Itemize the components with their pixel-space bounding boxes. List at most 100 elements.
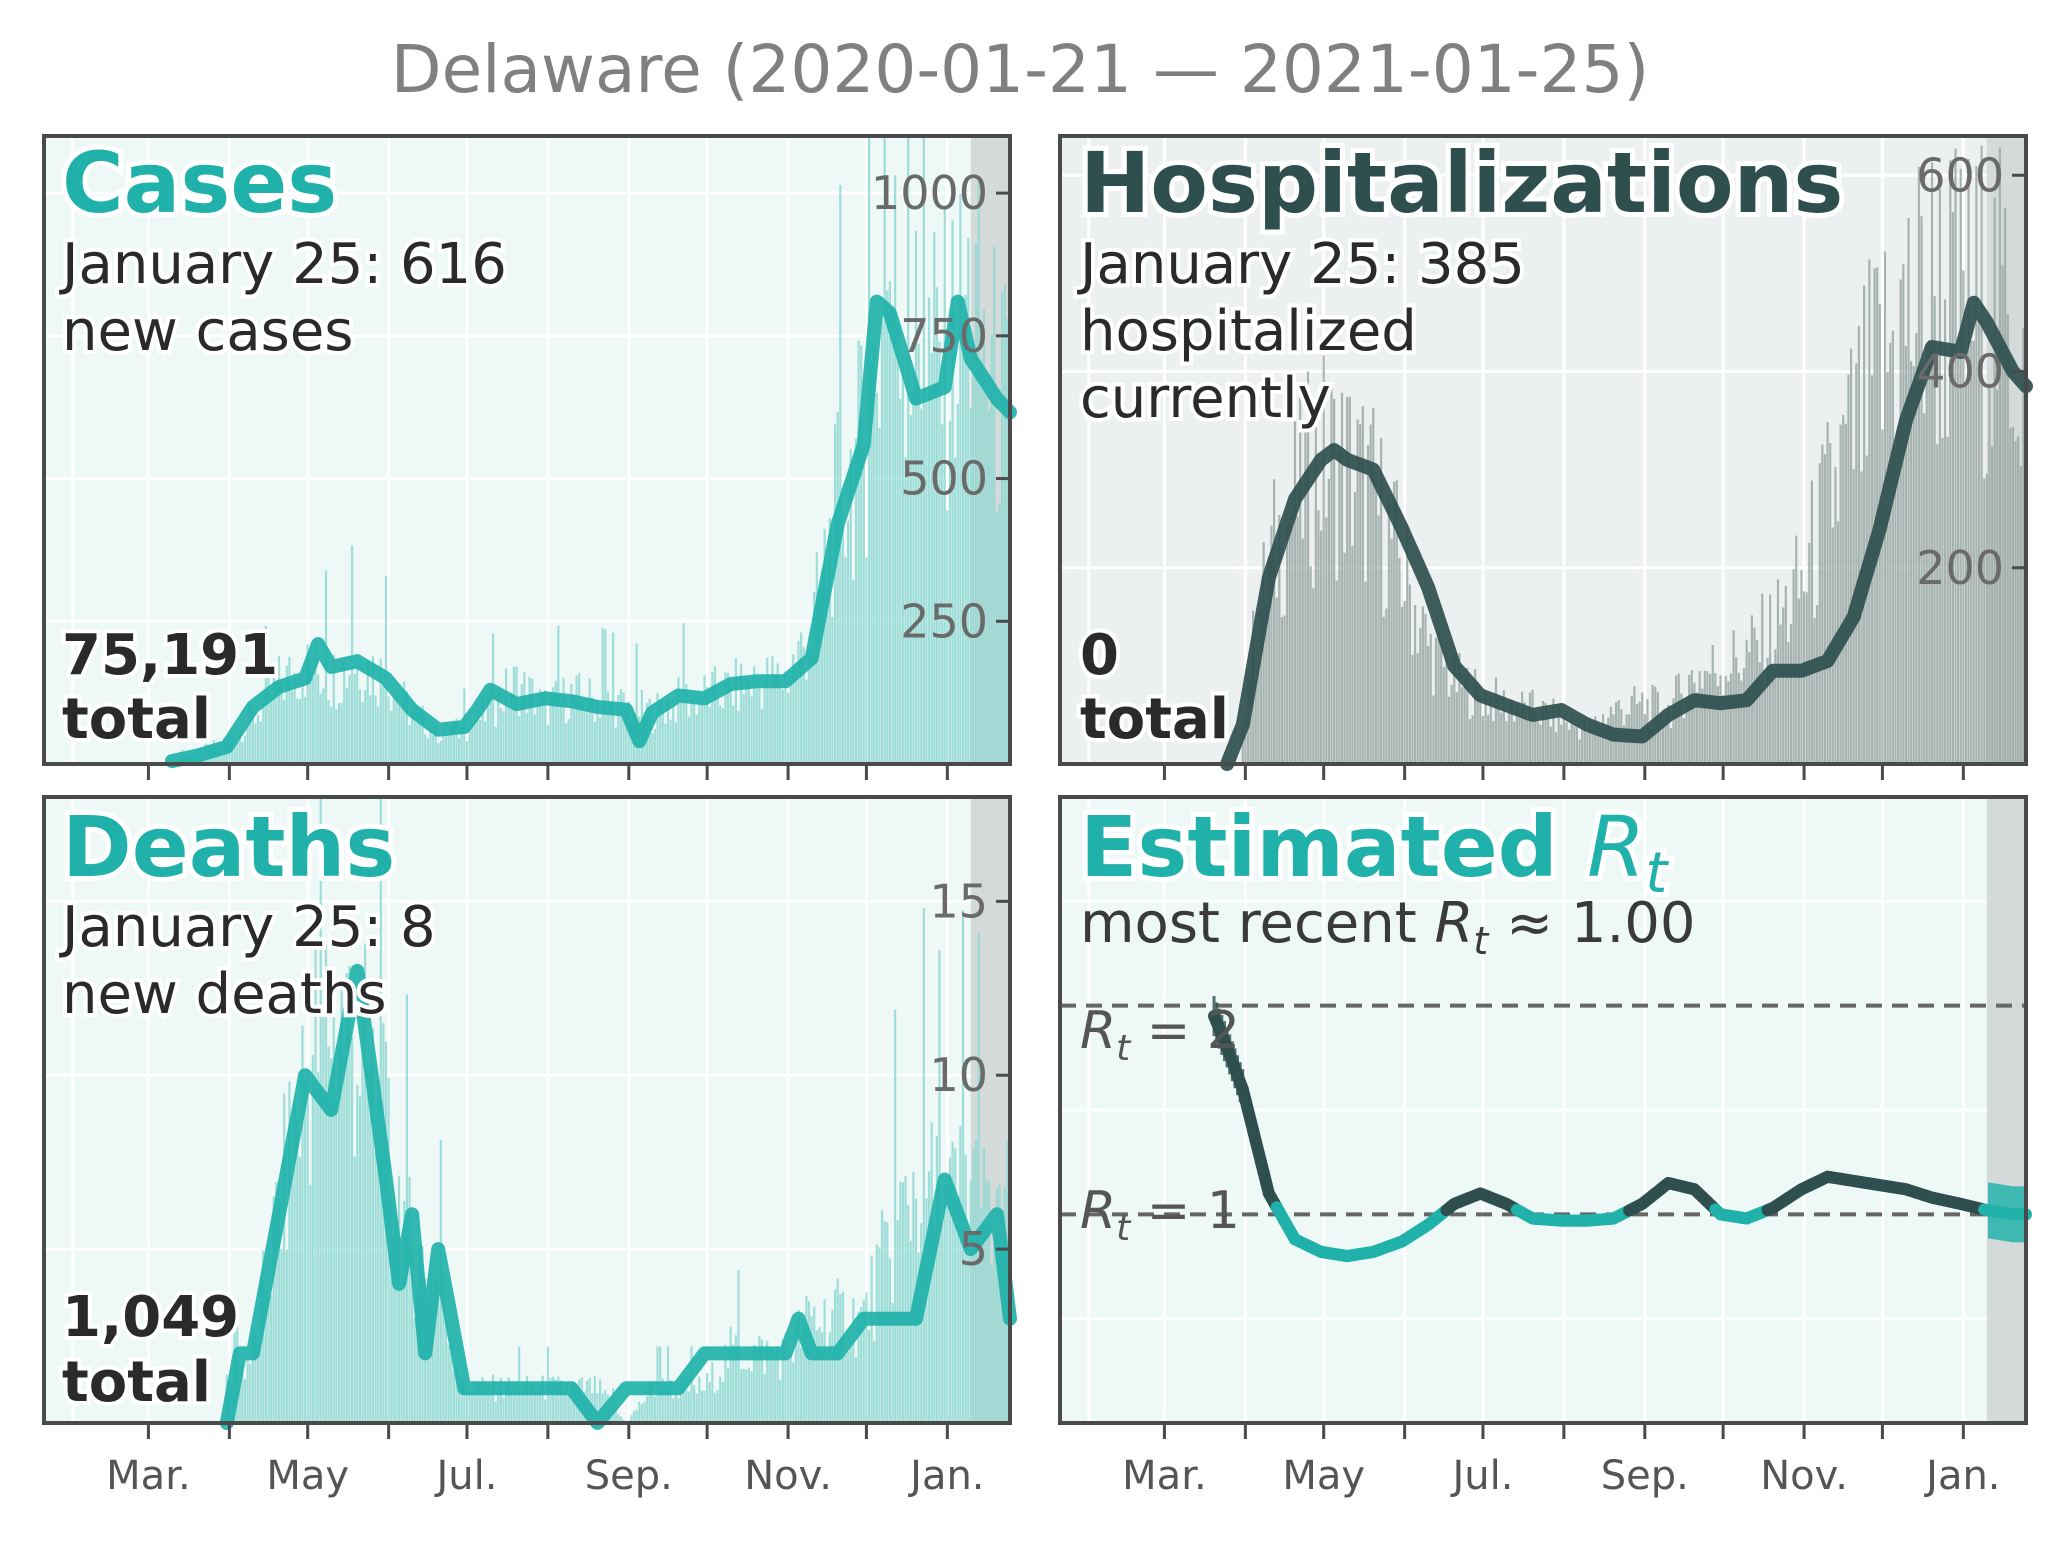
rt-reference-2-label: Rt = 2: [1080, 1001, 1240, 1069]
daily-bar: [969, 407, 972, 764]
daily-bar: [1706, 671, 1709, 764]
daily-bar: [653, 1396, 657, 1423]
daily-bar: [267, 1297, 270, 1423]
daily-bar: [502, 711, 505, 764]
daily-bar: [1946, 436, 1949, 764]
daily-bar: [1270, 525, 1273, 764]
daily-bar: [768, 686, 771, 764]
hospitalizations-latest-unit: hospitalized: [1080, 299, 1417, 364]
daily-bar: [1594, 716, 1597, 764]
hospitalizations-total-label: total: [1080, 687, 1229, 752]
daily-bar: [303, 696, 307, 764]
daily-bar: [1886, 371, 1889, 764]
daily-bar: [478, 1387, 482, 1423]
daily-bar: [773, 675, 777, 764]
daily-bar: [1413, 605, 1417, 764]
daily-bar: [750, 696, 753, 764]
daily-bar: [251, 1332, 254, 1423]
daily-bar: [1873, 268, 1876, 764]
daily-bar: [264, 1292, 268, 1423]
daily-bar: [1826, 422, 1829, 764]
daily-bar: [1481, 715, 1485, 764]
y-tick-label: 500: [900, 452, 988, 506]
daily-bar: [340, 978, 343, 1423]
daily-bar: [763, 680, 766, 764]
daily-bar: [1693, 682, 1696, 764]
daily-bar: [473, 721, 476, 764]
daily-bar: [1891, 330, 1894, 764]
daily-bar: [1450, 684, 1453, 764]
daily-bar: [713, 666, 717, 764]
daily-bar: [1557, 705, 1560, 764]
daily-bar: [964, 294, 967, 764]
daily-bar: [1330, 388, 1333, 764]
daily-bar: [366, 1066, 369, 1423]
daily-bar: [948, 1157, 952, 1423]
daily-bar: [1001, 291, 1004, 764]
daily-bar: [285, 665, 288, 764]
daily-bar: [753, 666, 756, 764]
daily-bar: [348, 675, 351, 764]
daily-bar: [1419, 627, 1422, 764]
daily-bar: [374, 1152, 377, 1423]
cases-labels: Cases January 25: 616 new cases 75,191 t…: [55, 129, 511, 756]
daily-bar: [956, 1200, 959, 1423]
daily-bar: [1369, 424, 1372, 764]
cases-title: Cases: [62, 134, 337, 232]
daily-bar: [442, 1275, 445, 1423]
daily-bar: [1659, 714, 1662, 764]
daily-bar: [726, 672, 730, 764]
daily-bar: [1301, 538, 1304, 764]
daily-bar: [682, 1380, 685, 1423]
daily-bar: [794, 668, 798, 764]
daily-bar: [982, 1147, 985, 1423]
daily-bar: [254, 723, 257, 764]
daily-bar: [1400, 606, 1404, 764]
daily-bar: [852, 580, 855, 764]
y-tick-label: 400: [1916, 345, 2004, 399]
daily-bar: [995, 1189, 999, 1423]
x-tick-label: Sep.: [1601, 1453, 1689, 1499]
daily-bar: [309, 1184, 312, 1423]
daily-bar: [865, 1292, 868, 1423]
daily-bar: [1902, 264, 1905, 764]
daily-bar: [1494, 677, 1498, 764]
daily-bar: [1690, 670, 1693, 764]
daily-bar: [1865, 455, 1868, 764]
daily-bar: [1296, 516, 1299, 764]
daily-bar: [685, 1375, 688, 1423]
daily-bar: [335, 1099, 338, 1423]
daily-bar: [599, 1379, 602, 1423]
daily-bar: [1599, 725, 1602, 764]
daily-bar: [1554, 732, 1558, 764]
daily-bar: [1403, 600, 1406, 764]
x-tick-label: Jul.: [433, 1453, 497, 1499]
hospitalizations-title: Hospitalizations: [1080, 134, 1843, 232]
daily-bar: [562, 677, 565, 764]
daily-bar: [1254, 679, 1257, 764]
daily-bar: [1920, 216, 1923, 764]
daily-bar: [1366, 444, 1370, 764]
daily-bar: [1954, 148, 1957, 764]
daily-bar: [1758, 662, 1761, 764]
daily-bar: [781, 689, 784, 764]
daily-bar: [604, 629, 607, 764]
daily-bar: [424, 734, 427, 764]
daily-bar: [732, 1344, 735, 1423]
rt-ref2-value: = 2: [1130, 1001, 1240, 1061]
daily-bar: [760, 709, 764, 764]
daily-bar: [870, 1256, 873, 1423]
daily-bar: [635, 1409, 638, 1423]
daily-bar: [1977, 315, 1981, 764]
rt-labels: Estimated Rt most recent Rt ≈ 1.00 Rt = …: [1075, 793, 1696, 1249]
plot-frame: [42, 795, 1012, 1425]
daily-bar: [2009, 428, 2012, 764]
daily-bar: [619, 689, 623, 764]
daily-bar: [2019, 466, 2022, 764]
daily-bar: [559, 1380, 563, 1423]
daily-bar: [802, 1318, 805, 1423]
daily-bar: [439, 740, 442, 764]
daily-bar: [1385, 608, 1388, 764]
daily-bar: [1797, 598, 1800, 764]
daily-bar: [421, 705, 424, 764]
